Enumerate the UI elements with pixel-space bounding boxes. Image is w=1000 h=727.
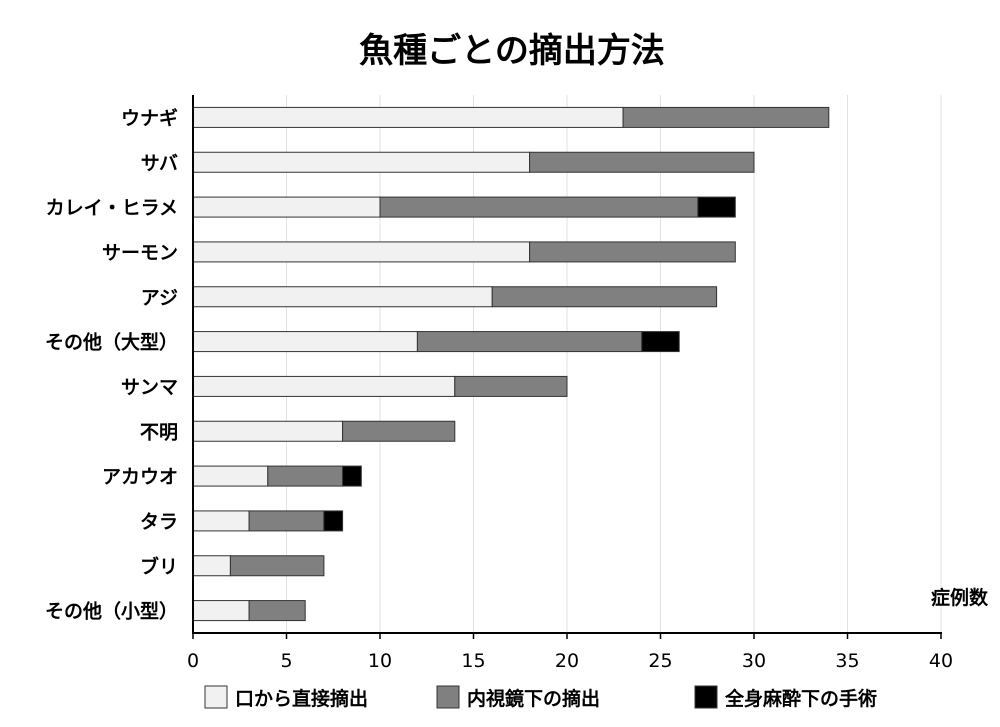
- bar-segment-direct: [192, 331, 418, 353]
- bar-segment-direct: [192, 151, 531, 173]
- bar-segment-surgery: [323, 510, 344, 532]
- bar-segment-endoscopic: [267, 465, 344, 487]
- bar-segment-endoscopic: [342, 420, 456, 442]
- category-label: その他（大型）: [45, 331, 178, 354]
- category-label: アジ: [141, 287, 178, 309]
- x-tick-label: 5: [280, 650, 292, 672]
- legend-swatch: [694, 685, 718, 709]
- legend-label: 全身麻酔下の手術: [724, 687, 877, 710]
- bar-segment-endoscopic: [248, 600, 306, 622]
- x-tick-label: 30: [742, 650, 766, 672]
- legend-swatch: [436, 685, 460, 709]
- x-tick-label: 25: [648, 650, 672, 672]
- bar-segment-direct: [192, 286, 493, 308]
- bar-segment-direct: [192, 510, 250, 532]
- x-tick-label: 20: [555, 650, 579, 672]
- x-tick-label: 40: [929, 650, 953, 672]
- category-label: サバ: [141, 152, 178, 174]
- bar-segment-direct: [192, 196, 381, 218]
- category-label: アカウオ: [102, 466, 178, 488]
- x-tick-labels: 0 5 10 15 20 25 30 35 40: [187, 633, 953, 672]
- legend-label: 内視鏡下の摘出: [467, 687, 600, 710]
- x-axis-label: 症例数: [931, 586, 989, 609]
- category-label: サンマ: [121, 376, 178, 398]
- bar-segment-surgery: [697, 196, 736, 218]
- category-label: ブリ: [140, 555, 178, 578]
- bar-segment-endoscopic: [379, 196, 699, 218]
- bar-segment-direct: [192, 465, 269, 487]
- x-tick-label: 10: [368, 650, 392, 672]
- category-label: タラ: [140, 511, 178, 533]
- legend-label: 口から直接摘出: [235, 687, 368, 710]
- bar-segment-direct: [192, 106, 624, 128]
- bar-segment-endoscopic: [529, 241, 736, 263]
- bar-segment-endoscopic: [529, 151, 755, 173]
- bar-segment-surgery: [641, 331, 680, 353]
- bar-segment-endoscopic: [248, 510, 325, 532]
- bar-segment-endoscopic: [491, 286, 718, 308]
- chart-title: 魚種ごとの摘出方法: [359, 31, 665, 71]
- bar-segment-direct: [192, 375, 456, 397]
- bar-segment-endoscopic: [416, 331, 643, 353]
- bar-segment-endoscopic: [454, 375, 568, 397]
- category-label: その他（小型）: [45, 600, 178, 623]
- gridlines: [286, 95, 942, 633]
- bars: [192, 106, 830, 622]
- bar-segment-endoscopic: [622, 106, 830, 128]
- category-label: カレイ・ヒラメ: [46, 197, 178, 219]
- bar-segment-direct: [192, 241, 531, 263]
- x-tick-label: 15: [461, 650, 485, 672]
- legend: 口から直接摘出 内視鏡下の摘出 全身麻酔下の手術: [204, 685, 877, 710]
- x-tick-label: 35: [835, 650, 859, 672]
- category-label: サーモン: [102, 242, 178, 264]
- legend-swatch: [204, 685, 228, 709]
- category-label: 不明: [140, 421, 178, 443]
- x-tick-label: 0: [187, 650, 199, 672]
- bar-segment-direct: [192, 600, 250, 622]
- category-label: ウナギ: [121, 107, 178, 129]
- bar-segment-surgery: [342, 465, 362, 487]
- bar-segment-endoscopic: [229, 555, 325, 577]
- bar-segment-direct: [192, 420, 344, 442]
- bar-segment-direct: [192, 555, 231, 577]
